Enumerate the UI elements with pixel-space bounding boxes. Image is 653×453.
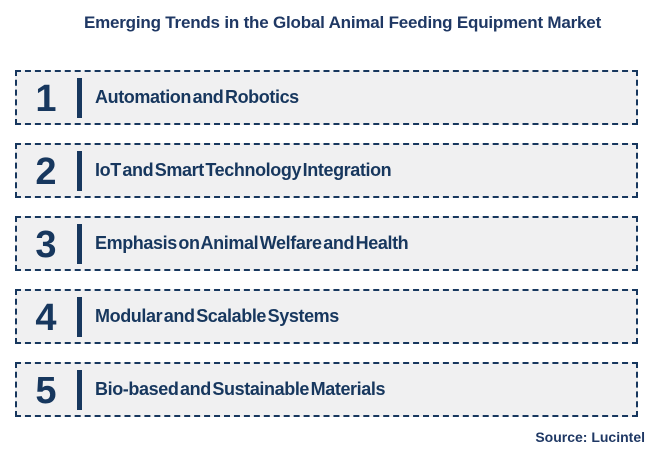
trend-number: 2 bbox=[35, 150, 57, 193]
trend-label: Emphasis on Animal Welfare and Health bbox=[95, 232, 409, 253]
trend-row-2: 2 IoT and Smart Technology Integration bbox=[15, 143, 638, 198]
divider-bar bbox=[77, 150, 82, 191]
source-attribution: Source: Lucintel bbox=[535, 429, 645, 445]
trend-number: 3 bbox=[35, 223, 57, 266]
divider-bar bbox=[77, 77, 82, 118]
trend-number: 5 bbox=[35, 369, 57, 412]
trend-number: 1 bbox=[35, 77, 57, 120]
divider-bar bbox=[77, 296, 82, 337]
trend-list: 1 Automation and Robotics 2 IoT and Smar… bbox=[15, 70, 638, 435]
trend-label: IoT and Smart Technology Integration bbox=[95, 159, 392, 180]
trend-label: Modular and Scalable Systems bbox=[95, 305, 339, 326]
trend-row-5: 5 Bio-based and Sustainable Materials bbox=[15, 362, 638, 417]
trend-label: Automation and Robotics bbox=[95, 86, 299, 107]
page-title: Emerging Trends in the Global Animal Fee… bbox=[83, 13, 602, 32]
trend-row-1: 1 Automation and Robotics bbox=[15, 70, 638, 125]
trend-number: 4 bbox=[35, 296, 57, 339]
trend-row-3: 3 Emphasis on Animal Welfare and Health bbox=[15, 216, 638, 271]
trend-row-4: 4 Modular and Scalable Systems bbox=[15, 289, 638, 344]
trend-label: Bio-based and Sustainable Materials bbox=[95, 378, 386, 399]
divider-bar bbox=[77, 223, 82, 264]
divider-bar bbox=[77, 369, 82, 410]
